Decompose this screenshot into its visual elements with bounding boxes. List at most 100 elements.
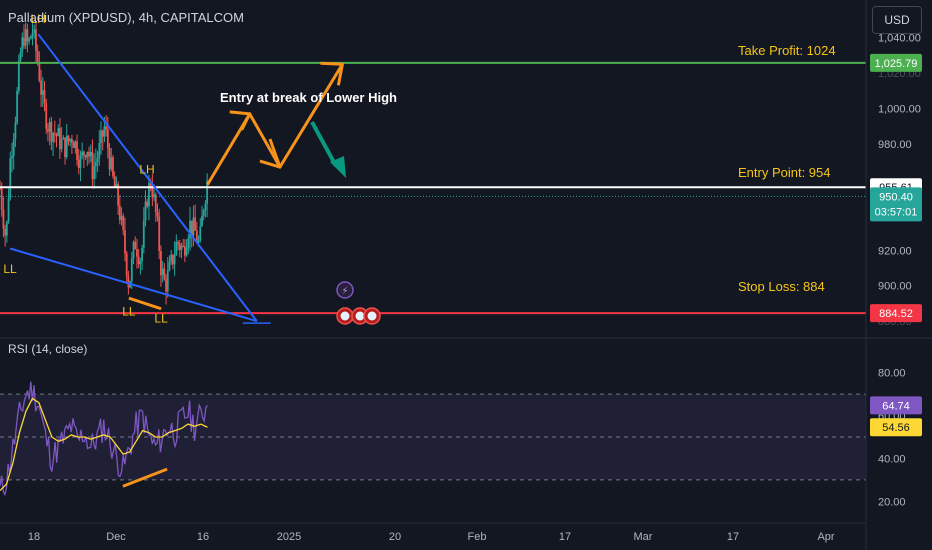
candle-body xyxy=(115,183,118,188)
candle-body xyxy=(171,254,174,265)
us-flag-icon xyxy=(340,311,350,321)
annotation-layer: LH LH LL LL LL Entry at break of Lower High Ta… xyxy=(0,12,866,326)
candle-body xyxy=(149,183,152,187)
candle-body xyxy=(76,141,78,160)
candle-body xyxy=(139,261,142,265)
candle-body xyxy=(199,226,202,241)
candle-body xyxy=(134,241,137,250)
candle-body xyxy=(136,249,138,257)
candle-body xyxy=(117,183,120,206)
candle-body xyxy=(141,247,143,262)
candle-body xyxy=(96,158,99,163)
swing-label: LH xyxy=(31,12,46,26)
candle-body xyxy=(173,255,176,265)
price-tick: 920.00 xyxy=(878,245,912,257)
stop-loss-label: Stop Loss: 884 xyxy=(738,279,825,294)
candle-body xyxy=(130,258,133,282)
take-profit-value: 1,025.79 xyxy=(875,58,918,70)
candle-body xyxy=(153,194,155,198)
swing-label: LL xyxy=(154,312,168,326)
lightning-icon xyxy=(336,281,354,299)
time-tick: Feb xyxy=(468,531,487,543)
candle-body xyxy=(110,157,113,170)
time-tick: 16 xyxy=(197,531,209,543)
candle-body xyxy=(53,132,56,135)
candle-body xyxy=(166,270,169,292)
candle-body xyxy=(70,138,73,143)
rsi-panel xyxy=(0,381,866,497)
lightning-icon: ⚡ xyxy=(341,286,348,297)
rsi-line xyxy=(0,381,208,497)
candle-body xyxy=(168,261,171,271)
candle-body xyxy=(106,129,109,149)
candle-body xyxy=(132,241,135,259)
entry-annotation: Entry at break of Lower High xyxy=(220,90,397,105)
candle-body xyxy=(122,215,125,231)
candle-body xyxy=(31,32,34,37)
swing-label: LL xyxy=(122,305,136,319)
candle-body xyxy=(180,245,183,250)
us-flag-icon xyxy=(367,311,377,321)
currency-button[interactable]: USD xyxy=(872,6,922,34)
candle-body xyxy=(57,128,60,137)
candle-body xyxy=(98,143,101,159)
candle-body xyxy=(190,220,193,236)
rsi-value: 64.74 xyxy=(882,400,910,412)
candle-body xyxy=(108,148,111,170)
time-tick: 20 xyxy=(389,531,401,543)
candle-body xyxy=(151,186,154,198)
upper-trendline xyxy=(37,33,258,322)
teal-arrow-shaft xyxy=(310,121,338,167)
candle-body xyxy=(43,90,46,104)
candle-body xyxy=(0,188,3,210)
candle-body xyxy=(23,37,25,46)
rsi-tick: 20.00 xyxy=(878,496,906,508)
candle-body xyxy=(38,61,41,81)
candle-body xyxy=(86,151,89,158)
swing-label: LH xyxy=(139,162,154,176)
candle-body xyxy=(142,220,145,248)
candle-body xyxy=(35,29,37,51)
candle-body xyxy=(197,240,200,243)
candle-body xyxy=(69,138,72,142)
candle-body xyxy=(12,139,15,157)
projection-arrow xyxy=(206,63,344,186)
candle-body xyxy=(177,242,179,244)
candle-body xyxy=(55,134,58,137)
candle-body xyxy=(14,122,17,140)
candle-body xyxy=(48,121,51,132)
candle-body xyxy=(195,230,198,243)
teal-arrow-head xyxy=(330,156,346,178)
candle-body xyxy=(81,151,84,156)
projection-arrowhead xyxy=(320,61,344,86)
take-profit-tag xyxy=(870,53,922,72)
price-tick: 900.00 xyxy=(878,281,912,293)
candle-body xyxy=(45,103,48,129)
candle-body xyxy=(144,201,147,221)
candle-body xyxy=(84,155,87,158)
candle-body xyxy=(89,152,92,157)
time-tick: 17 xyxy=(727,531,739,543)
take-profit-label: Take Profit: 1024 xyxy=(738,43,836,58)
chart-title: Palladium (XPDUSD), 4h, CAPITALCOM xyxy=(8,10,244,25)
candle-body xyxy=(165,279,167,292)
candle-body xyxy=(17,60,20,92)
us-flag-icon xyxy=(355,311,365,321)
candle-body xyxy=(105,126,108,130)
rsi-ma-value: 54.56 xyxy=(882,422,910,434)
candle-body xyxy=(125,253,128,277)
candle-body xyxy=(185,247,188,256)
candle-body xyxy=(7,198,10,222)
candle-body xyxy=(91,152,94,180)
candle-body xyxy=(82,151,85,156)
candle-body xyxy=(100,130,102,144)
entry-point-label: Entry Point: 954 xyxy=(738,165,831,180)
time-tick: Apr xyxy=(817,531,834,543)
candle-body xyxy=(201,215,203,227)
candle-body xyxy=(2,209,5,229)
price-tick: 980.00 xyxy=(878,139,912,151)
candle-body xyxy=(52,132,54,142)
candle-body xyxy=(59,128,61,150)
